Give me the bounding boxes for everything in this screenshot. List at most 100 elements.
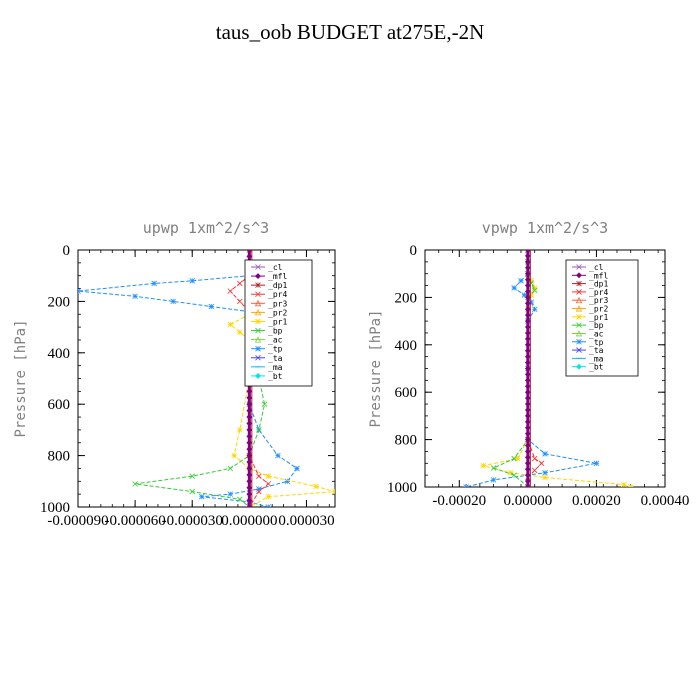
data-point_tp (227, 491, 234, 497)
data-point_pr1 (507, 469, 514, 476)
zero-band-marker (524, 253, 531, 259)
panel-subtitle: upwp 1xm^2/s^3 (143, 219, 269, 237)
data-point_tp (490, 477, 497, 483)
data-point_tp (208, 303, 215, 310)
zero-band-marker (524, 282, 531, 289)
x-tick-label: 0.00000 (503, 493, 552, 509)
zero-band-marker (524, 395, 531, 402)
zero-band-marker (524, 365, 531, 372)
data-point_tp (463, 484, 469, 487)
zero-band-marker (524, 347, 531, 354)
data-point_pr1 (237, 427, 243, 433)
data-point_pr4 (531, 455, 538, 462)
data-point_pr4 (256, 473, 262, 479)
zero-band-marker (524, 424, 531, 431)
zero-band-marker (246, 407, 253, 414)
zero-band-marker (524, 472, 531, 479)
zero-band-marker (524, 448, 531, 455)
x-tick-label: 0.00020 (572, 493, 621, 509)
legend-marker (576, 280, 582, 287)
panel-2: vpwp 1xm^2/s^3 Pressure [hPa] 0 200 400 600 80… (368, 219, 689, 509)
data-point_bp (227, 465, 234, 472)
data-point_bp (237, 496, 243, 503)
x-tick-label: 0.000030 (278, 513, 334, 529)
legend-label: _dp1 (589, 280, 608, 289)
data-point_pr1 (265, 473, 272, 479)
figure-title: taus_oob BUDGET at275E,-2N (215, 20, 485, 44)
zero-band-marker (524, 330, 531, 336)
zero-band-marker (246, 478, 253, 485)
data-point_pr4 (237, 298, 243, 305)
zero-band-marker (524, 418, 531, 425)
data-point_pr1 (480, 462, 487, 469)
data-point_pr4 (265, 481, 272, 487)
zero-band-marker (246, 250, 253, 253)
zero-band-marker (524, 264, 531, 271)
zero-band-marker (246, 420, 253, 427)
zero-band-marker (246, 459, 253, 465)
legend-marker (255, 264, 261, 270)
zero-band-marker (246, 465, 253, 472)
data-point_tp (275, 452, 281, 459)
legend-label: _tp (589, 338, 604, 347)
legend-marker (576, 347, 582, 353)
legend-marker (576, 272, 582, 279)
data-point_tp (294, 465, 300, 472)
legend-marker (254, 336, 262, 343)
legend-marker (255, 372, 261, 379)
legend-label: _ac (268, 336, 283, 345)
data-point_pr4 (237, 280, 243, 287)
zero-band-marker (246, 253, 253, 260)
y-tick-label: 800 (395, 433, 418, 449)
y-axis-label: Pressure [hPa] (13, 319, 29, 437)
legend-label: _pr2 (268, 308, 287, 317)
legend-marker (576, 322, 582, 328)
data-point_bp (261, 401, 268, 407)
panel-1: upwp 1xm^2/s^3 Pressure [hPa] 0 200 400 600 80… (13, 219, 336, 529)
zero-band-marker (524, 359, 531, 366)
zero-band-marker (524, 288, 531, 295)
data-point_pr4 (538, 460, 545, 467)
data-point_tp (542, 451, 548, 457)
zero-band-marker (524, 318, 531, 325)
zero-band-marker (246, 452, 253, 459)
data-point_tp (284, 478, 291, 485)
y-tick-label: 200 (48, 294, 71, 310)
y-tick-label: 0 (410, 243, 418, 259)
legend-label: _pr3 (589, 296, 608, 305)
legend-label: _ta (268, 354, 283, 363)
data-point_tp (528, 299, 535, 305)
zero-band-marker (524, 353, 531, 360)
legend-marker (576, 289, 582, 295)
legend-label: _pr2 (589, 305, 608, 314)
zero-band-marker (524, 436, 531, 443)
zero-band-marker (246, 394, 253, 401)
legend-label: _pr1 (589, 313, 608, 322)
data-point_pr1 (542, 474, 548, 481)
x-tick-label: 0.000000 (221, 513, 277, 529)
data-point_pr4 (227, 288, 234, 294)
data-point_pr1 (621, 481, 627, 487)
data-point_pr4 (256, 488, 262, 495)
zero-band-marker (524, 383, 531, 390)
zero-band-marker (246, 484, 253, 491)
y-tick-label: 800 (48, 449, 71, 465)
legend-label: _cl (268, 263, 283, 272)
legend-marker (575, 330, 583, 337)
legend-label: _bp (268, 327, 283, 336)
data-point_tp (198, 493, 205, 500)
data-point_bp (189, 473, 196, 479)
x-tick-label: -0.000030 (162, 513, 223, 529)
data-point_tp (170, 298, 176, 305)
zero-band-marker (524, 306, 531, 313)
zero-band-marker (246, 414, 253, 420)
data-point_tp (265, 504, 272, 507)
legend-marker (255, 318, 261, 325)
panel-subtitle: vpwp 1xm^2/s^3 (482, 219, 608, 237)
data-point_tp (151, 280, 157, 287)
zero-band-marker (246, 401, 253, 408)
data-point_bp (511, 455, 517, 462)
data-point_pr4 (531, 467, 538, 474)
data-point_tp (78, 288, 81, 294)
